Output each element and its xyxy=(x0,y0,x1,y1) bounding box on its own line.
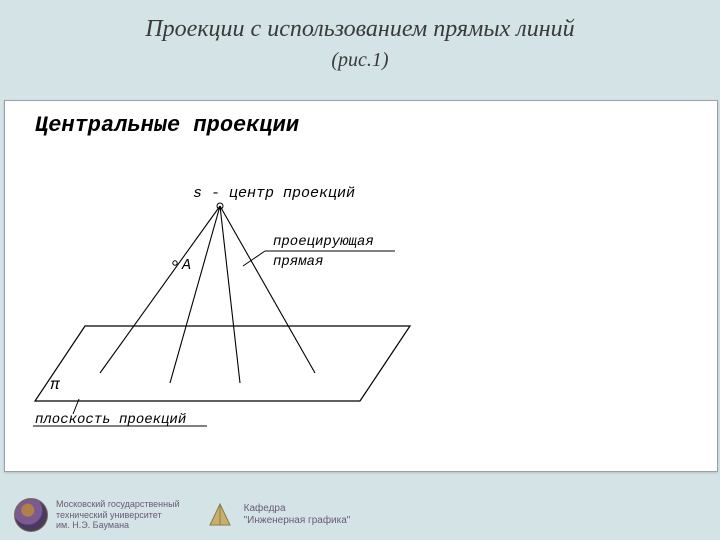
uni-line3: им. Н.Э. Баумана xyxy=(56,520,180,530)
callout-projecting-line-text1: проецирующая xyxy=(273,234,374,250)
title-main: Проекции с использованием прямых линий xyxy=(0,16,720,43)
panel-heading: Центральные проекции xyxy=(35,113,299,138)
slide-title: Проекции с использованием прямых линий (… xyxy=(0,16,720,72)
ray-2 xyxy=(170,206,220,383)
content-panel: Центральные проекции π s - центр проекци… xyxy=(4,100,718,472)
plane-label: π xyxy=(50,376,61,394)
dept-line1: Кафедра xyxy=(244,503,351,515)
uni-line1: Московский государственный xyxy=(56,499,180,509)
title-sub: (рис.1) xyxy=(0,49,720,72)
department-name: Кафедра "Инженерная графика" xyxy=(244,503,351,527)
uni-line2: технический университет xyxy=(56,510,180,520)
department-icon xyxy=(206,501,234,529)
ray-1 xyxy=(100,206,220,373)
slide: Проекции с использованием прямых линий (… xyxy=(0,0,720,540)
callout-projection-plane-text: плоскость проекций xyxy=(35,411,186,428)
projection-diagram: π s - центр проекций A проецирующая прям… xyxy=(15,151,455,461)
footer: Московский государственный технический у… xyxy=(14,498,350,532)
center-label: s - центр проекций xyxy=(193,185,355,202)
projection-plane xyxy=(35,326,410,401)
rays xyxy=(100,206,315,383)
dept-line2: "Инженерная графика" xyxy=(244,515,351,527)
callout-projecting-line-text2: прямая xyxy=(273,254,323,270)
point-a xyxy=(173,261,177,265)
ray-3 xyxy=(220,206,240,383)
university-name: Московский государственный технический у… xyxy=(56,499,180,530)
university-crest-icon xyxy=(14,498,48,532)
ray-4 xyxy=(220,206,315,373)
point-a-label: A xyxy=(181,257,191,274)
